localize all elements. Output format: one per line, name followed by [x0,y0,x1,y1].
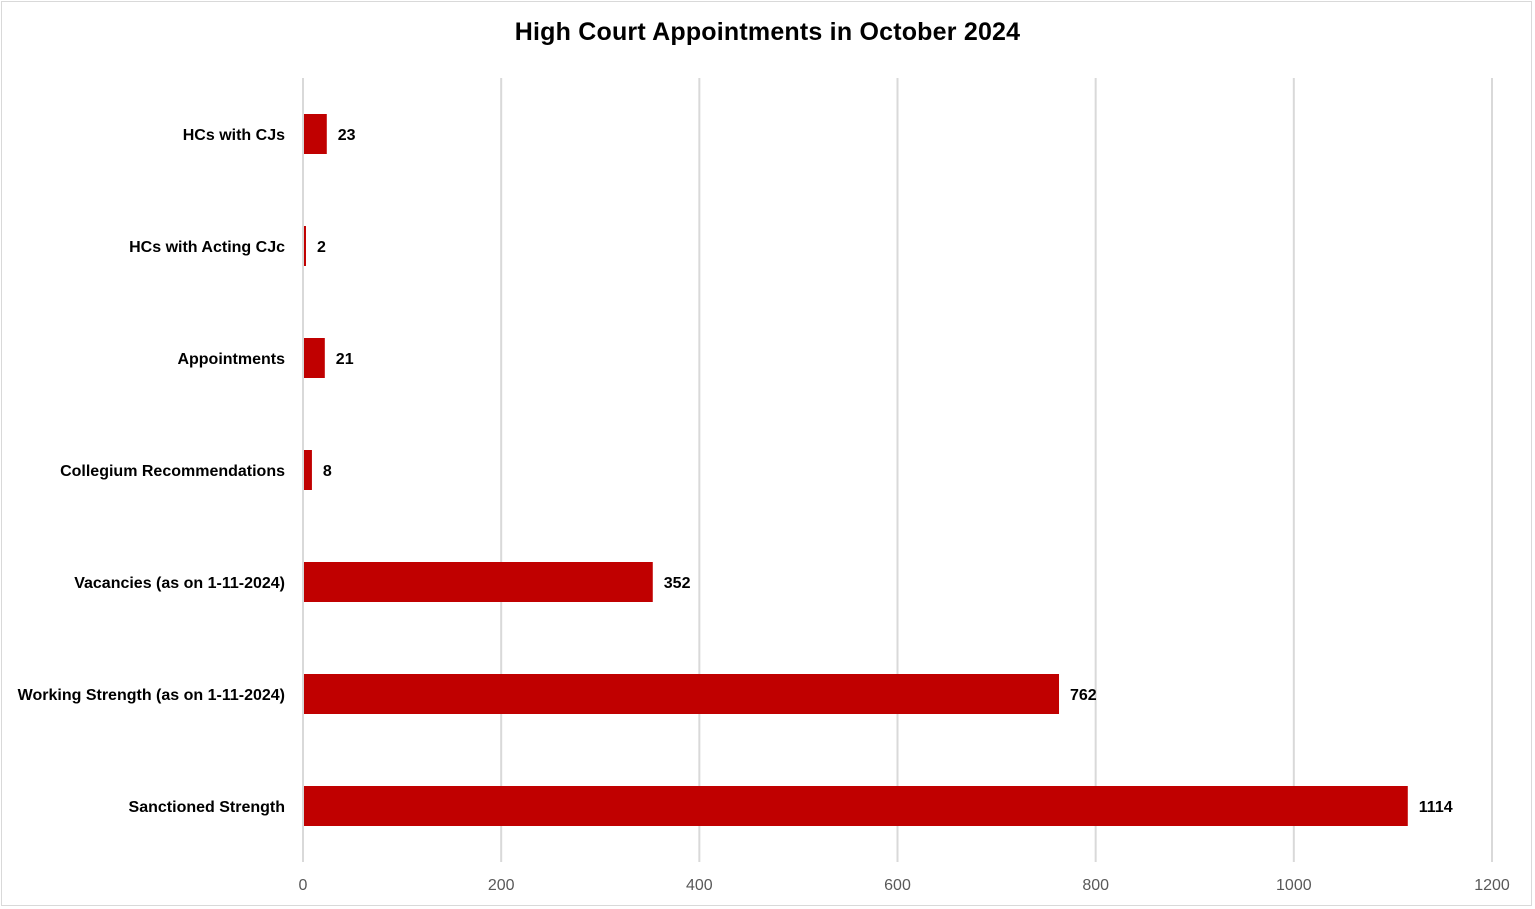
bars [304,114,1408,826]
category-label: HCs with Acting CJc [129,239,285,256]
data-label: 8 [323,463,332,480]
bar [304,786,1408,826]
category-labels: HCs with CJs HCs with Acting CJc Appointme… [18,127,285,816]
data-label: 352 [664,575,691,592]
x-tick-label: 400 [686,877,713,894]
x-tick-label: 0 [299,877,308,894]
x-tick-label: 200 [488,877,515,894]
category-label: Sanctioned Strength [129,799,285,816]
chart-title: High Court Appointments in October 2024 [514,18,1021,46]
x-tick-label: 1000 [1276,877,1312,894]
bar [304,450,312,490]
data-label: 21 [336,351,354,368]
bar [304,226,306,266]
category-label: HCs with CJs [183,127,285,144]
category-label: Collegium Recommendations [60,463,285,480]
x-axis-tick-labels: 0 200 400 600 800 1000 1200 [299,877,1510,894]
bar [304,338,325,378]
data-label: 2 [317,239,326,256]
bar [304,562,653,602]
x-tick-label: 800 [1082,877,1109,894]
category-label: Working Strength (as on 1-11-2024) [18,687,285,704]
gridlines [500,78,1493,862]
bar [304,114,327,154]
data-labels: 23 2 21 8 352 762 1114 [317,127,1453,816]
data-label: 23 [338,127,356,144]
x-tick-label: 600 [884,877,911,894]
data-label: 762 [1070,687,1097,704]
category-label: Vacancies (as on 1-11-2024) [74,575,285,592]
data-label: 1114 [1419,799,1453,816]
x-tick-label: 1200 [1474,877,1510,894]
category-label: Appointments [177,351,285,368]
bar [304,674,1060,714]
